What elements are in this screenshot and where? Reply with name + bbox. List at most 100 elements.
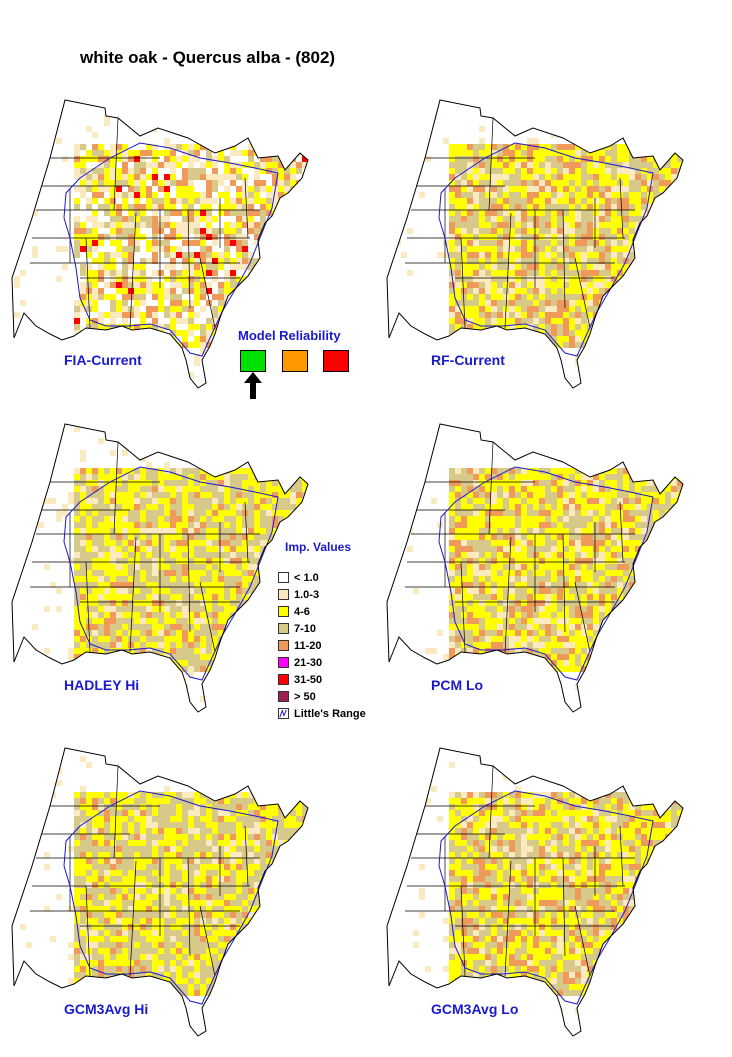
importance-cell — [491, 492, 497, 498]
importance-cell — [509, 468, 515, 474]
importance-cell — [98, 174, 104, 180]
importance-cell — [266, 666, 272, 672]
importance-cell — [473, 186, 479, 192]
importance-cell — [206, 642, 212, 648]
importance-cell — [533, 270, 539, 276]
importance-cell — [116, 216, 122, 222]
importance-cell — [164, 558, 170, 564]
importance-cell — [188, 318, 194, 324]
importance-cell — [611, 528, 617, 534]
state-boundary — [244, 501, 249, 563]
importance-cell — [68, 648, 74, 654]
importance-cell — [200, 204, 206, 210]
importance-cell — [230, 648, 236, 654]
importance-cell — [122, 450, 128, 456]
importance-cell — [146, 252, 152, 258]
importance-cell — [581, 540, 587, 546]
importance-cell — [230, 480, 236, 486]
importance-cell — [623, 198, 629, 204]
importance-cell — [503, 528, 509, 534]
importance-cell — [20, 120, 26, 126]
importance-cell — [194, 606, 200, 612]
importance-cell — [290, 318, 296, 324]
importance-cell — [473, 522, 479, 528]
importance-cell — [152, 510, 158, 516]
importance-cell — [164, 276, 170, 282]
importance-cell — [104, 228, 110, 234]
importance-cell — [272, 102, 278, 108]
importance-cell — [290, 162, 296, 168]
importance-cell — [617, 540, 623, 546]
importance-cell — [527, 558, 533, 564]
importance-cell — [158, 258, 164, 264]
importance-cell — [236, 288, 242, 294]
importance-cell — [509, 222, 515, 228]
importance-cell — [635, 246, 641, 252]
importance-cell — [635, 546, 641, 552]
importance-cell — [461, 324, 467, 330]
importance-cell — [491, 234, 497, 240]
importance-cell — [617, 480, 623, 486]
importance-cell — [164, 138, 170, 144]
importance-cell — [266, 570, 272, 576]
importance-cell — [182, 144, 188, 150]
importance-cell — [92, 636, 98, 642]
importance-cell — [611, 504, 617, 510]
importance-cell — [116, 642, 122, 648]
importance-cell — [164, 240, 170, 246]
importance-cell — [485, 468, 491, 474]
importance-cell — [659, 228, 665, 234]
importance-cell — [455, 468, 461, 474]
importance-cell — [140, 546, 146, 552]
importance-cell — [296, 474, 302, 480]
importance-cell — [641, 336, 647, 342]
importance-cell — [587, 264, 593, 270]
importance-cell — [86, 204, 92, 210]
importance-cell — [122, 594, 128, 600]
importance-cell — [140, 588, 146, 594]
importance-cell — [278, 312, 284, 318]
importance-cell — [272, 156, 278, 162]
importance-cell — [98, 318, 104, 324]
importance-cell — [545, 234, 551, 240]
importance-cell — [242, 210, 248, 216]
importance-cell — [569, 258, 575, 264]
importance-cell — [569, 144, 575, 150]
importance-cell — [575, 330, 581, 336]
importance-cell — [224, 198, 230, 204]
importance-cell — [395, 510, 401, 516]
importance-cell — [539, 282, 545, 288]
importance-cell — [158, 618, 164, 624]
importance-cell — [128, 192, 134, 198]
importance-cell — [104, 192, 110, 198]
importance-cell — [599, 330, 605, 336]
importance-cell — [569, 198, 575, 204]
importance-cell — [260, 468, 266, 474]
importance-cell — [170, 576, 176, 582]
importance-cell — [110, 222, 116, 228]
importance-cell — [194, 264, 200, 270]
importance-cell — [128, 282, 134, 288]
importance-cell — [587, 498, 593, 504]
importance-cell — [587, 546, 593, 552]
importance-cell — [587, 186, 593, 192]
importance-cell — [545, 210, 551, 216]
importance-cell — [551, 330, 557, 336]
importance-cell — [86, 642, 92, 648]
importance-cell — [575, 534, 581, 540]
importance-cell — [230, 582, 236, 588]
importance-cell — [242, 666, 248, 672]
importance-cell — [236, 474, 242, 480]
importance-cell — [230, 168, 236, 174]
importance-cell — [617, 162, 623, 168]
importance-cell — [110, 558, 116, 564]
importance-cell — [266, 498, 272, 504]
importance-cell — [140, 222, 146, 228]
importance-cell — [677, 558, 683, 564]
importance-cell — [677, 228, 683, 234]
importance-cell — [74, 312, 80, 318]
importance-cell — [563, 552, 569, 558]
importance-cell — [467, 186, 473, 192]
importance-cell — [182, 282, 188, 288]
importance-cell — [521, 168, 527, 174]
